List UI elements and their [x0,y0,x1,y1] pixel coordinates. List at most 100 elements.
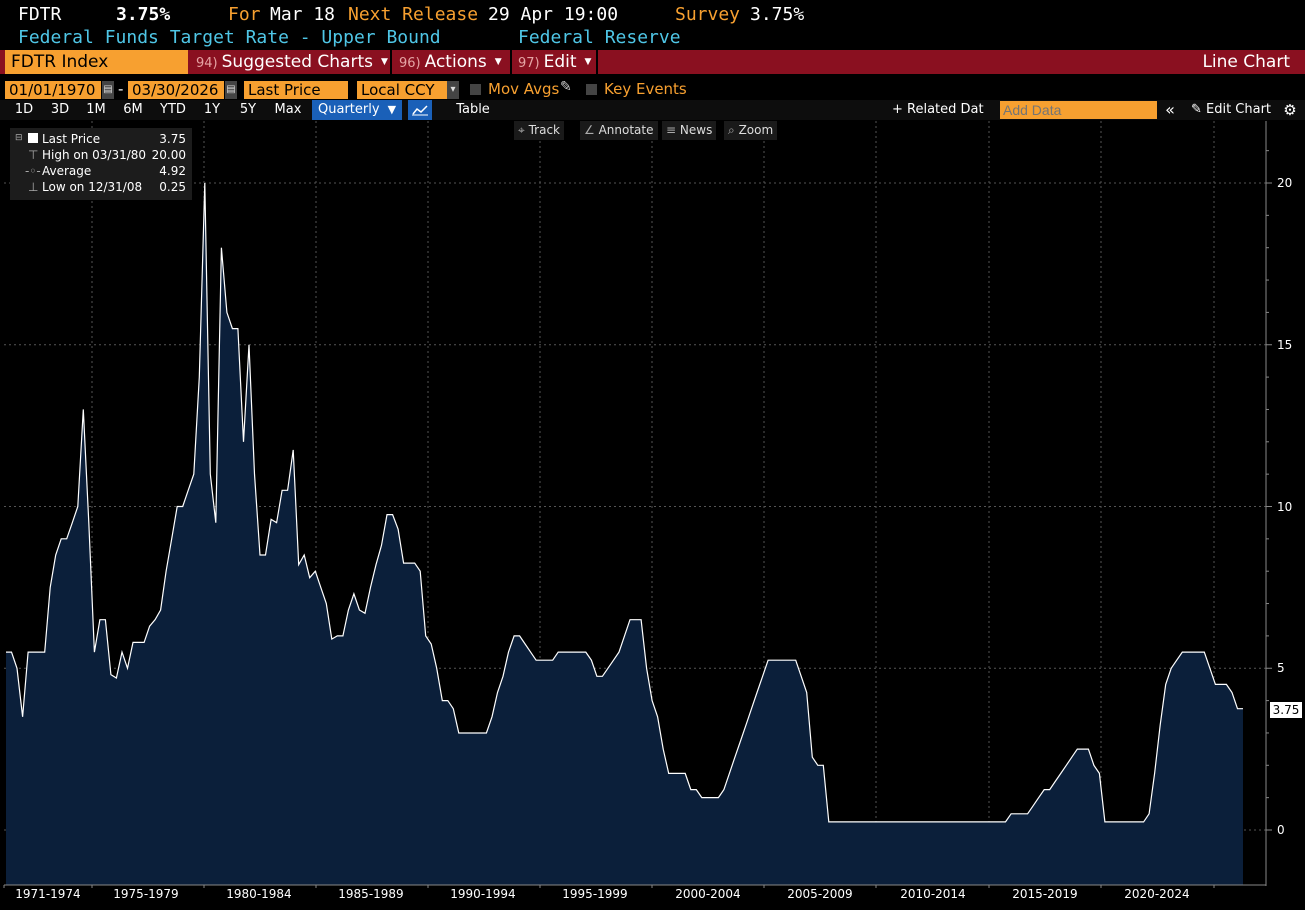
annotate-icon: ∠ [584,123,595,137]
x-tick-label: 2015-2019 [1012,887,1078,901]
x-tick-label: 1995-1999 [562,887,628,901]
edit-menu[interactable]: 97) Edit ▼ [518,50,591,74]
legend-avg-value: 4.92 [159,164,186,178]
mov-avgs-checkbox[interactable] [470,84,481,95]
menu-divider [510,50,512,74]
average-marker-icon: -◦- [25,164,41,178]
frequency-select[interactable]: Quarterly ▼ [312,100,402,120]
calendar-icon[interactable]: ▤ [225,81,237,99]
edit-chart-button[interactable]: ✎ Edit Chart [1186,100,1276,120]
caret-down-icon: ▼ [380,57,388,67]
date-separator: - [118,80,124,98]
suggested-charts-label: Suggested Charts [221,52,373,72]
x-tick-label: 2005-2009 [787,887,853,901]
chart-type-label[interactable]: Line Chart [1202,52,1290,72]
actions-menu[interactable]: 96) Actions ▼ [399,50,502,74]
caret-down-icon: ▼ [387,103,397,116]
chart-legend: ⊟ Last Price 3.75 ⊤ High on 03/31/80 20.… [10,128,192,200]
pencil-icon: ✎ [1190,102,1202,117]
survey-value: 3.75% [750,4,805,25]
menu-bar [0,50,1305,74]
line-chart-icon[interactable] [408,100,432,120]
calendar-icon[interactable]: ▤ [102,81,114,99]
ticker: FDTR [18,4,62,25]
key-events-checkbox[interactable] [586,84,597,95]
y-tick-label: 0 [1277,823,1285,837]
track-label: Track [528,123,560,137]
legend-avg-label: Average [42,164,92,178]
actions-label: Actions [424,52,487,72]
range-6m[interactable]: 6M [123,102,143,117]
field-select[interactable]: Last Price [244,81,348,99]
x-tick-label: 1980-1984 [226,887,292,901]
price-chart[interactable] [0,121,1305,888]
range-5y[interactable]: 5Y [239,102,257,117]
legend-low-label: Low on 12/31/08 [42,180,143,194]
for-label: For [228,4,261,25]
start-date-field[interactable]: 01/01/1970 [5,81,101,99]
for-date: Mar 18 [270,4,336,25]
security-source: Federal Reserve [518,27,681,48]
dropdown-arrow-icon[interactable]: ▾ [447,81,459,99]
edit-chart-label: Edit Chart [1206,102,1272,117]
actions-number: 96) [399,56,421,71]
gear-icon[interactable]: ⚙ [1283,101,1297,119]
last-value-tag: 3.75 [1270,702,1302,718]
menu-divider [596,50,598,74]
low-marker-icon: ⊥ [28,180,39,194]
add-data-input[interactable] [1000,101,1157,119]
x-tick-label: 2000-2004 [675,887,741,901]
crosshair-icon: ⌖ [518,123,525,137]
caret-down-icon: ▼ [584,57,592,67]
legend-last-value: 3.75 [159,132,186,146]
legend-last-label: Last Price [42,132,101,146]
survey-label: Survey [675,4,741,25]
security-field[interactable]: FDTR Index [5,50,188,74]
price-line [6,182,1243,823]
y-tick-label: 10 [1277,500,1293,514]
x-tick-marks [3,885,1215,888]
news-label: News [679,123,713,137]
table-button[interactable]: Table [456,102,490,117]
track-button[interactable]: ⌖ Track [514,121,564,140]
currency-select[interactable]: Local CCY [357,81,447,99]
range-3d[interactable]: 3D [50,102,70,117]
last-value: 3.75% [116,4,171,25]
next-release-value: 29 Apr 19:00 [488,4,619,25]
range-1d[interactable]: 1D [14,102,34,117]
news-icon: ≡ [666,123,677,137]
legend-high-label: High on 03/31/80 [42,148,147,162]
zoom-label: Zoom [738,123,774,137]
price-area-fill [6,183,1243,885]
pencil-icon[interactable]: ✎ [560,79,572,95]
header-row: FDTR 3.75% For Mar 18 Next Release 29 Ap… [0,0,1305,28]
collapse-icon[interactable]: « [1165,100,1175,119]
x-tick-label: 1971-1974 [15,887,81,901]
zoom-button[interactable]: ⌕ Zoom [724,121,778,140]
edit-number: 97) [518,56,540,71]
end-date-field[interactable]: 03/30/2026 [128,81,224,99]
range-1m[interactable]: 1M [86,102,106,117]
news-button[interactable]: ≡ News [662,121,717,140]
annotate-label: Annotate [598,123,654,137]
y-tick-label: 20 [1277,176,1293,190]
range-max[interactable]: Max [274,102,302,117]
annotate-button[interactable]: ∠ Annotate [580,121,658,140]
related-data-button[interactable]: + Related Dat [892,102,984,117]
suggested-charts-menu[interactable]: 94) Suggested Charts ▼ [196,50,388,74]
legend-low-value: 0.25 [159,180,186,194]
security-description: Federal Funds Target Rate - Upper Bound [18,27,441,48]
mov-avgs-label[interactable]: Mov Avgs [488,80,560,98]
edit-label: Edit [543,52,577,72]
y-tick-label: 5 [1277,661,1285,675]
magnifier-icon: ⌕ [728,123,735,137]
key-events-label[interactable]: Key Events [604,80,687,98]
range-1y[interactable]: 1Y [203,102,221,117]
collapse-box-icon[interactable]: ⊟ [15,133,23,143]
caret-down-icon: ▼ [494,57,502,67]
x-tick-label: 2010-2014 [900,887,966,901]
x-tick-label: 2020-2024 [1124,887,1190,901]
frequency-label: Quarterly [318,102,380,117]
range-ytd[interactable]: YTD [160,102,186,117]
suggested-charts-number: 94) [196,56,218,71]
